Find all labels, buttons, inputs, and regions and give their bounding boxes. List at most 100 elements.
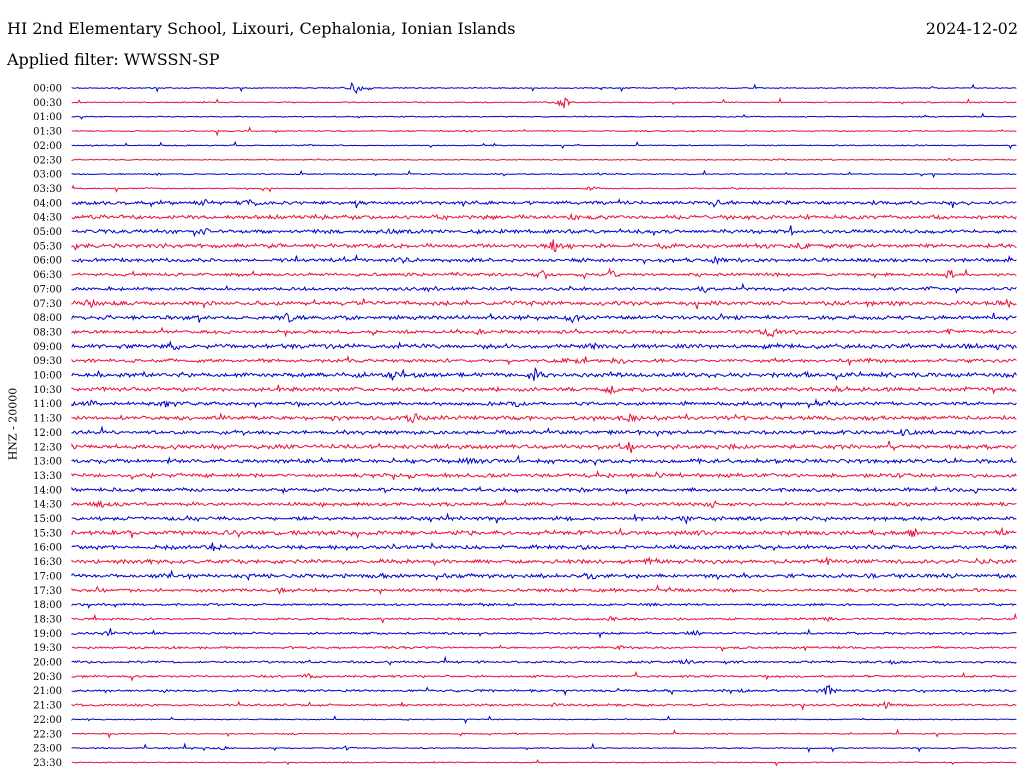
trace-line — [71, 384, 1017, 395]
trace-line — [71, 340, 1017, 351]
row-time-label: 00:30 — [33, 98, 62, 109]
row-time-label: 11:00 — [33, 399, 62, 410]
trace-line — [71, 498, 1017, 509]
row-time-label: 19:00 — [33, 629, 62, 640]
row-time-label: 20:00 — [33, 658, 62, 669]
trace-line — [71, 366, 1017, 381]
row-time-label: 14:30 — [33, 500, 62, 511]
row-time-label: 07:30 — [33, 299, 62, 310]
row-time-label: 07:00 — [33, 284, 62, 295]
row-time-label: 22:30 — [33, 729, 62, 740]
row-time-label: 03:30 — [33, 184, 62, 195]
trace-line — [71, 715, 1017, 725]
row-time-label: 02:00 — [33, 141, 62, 152]
trace-line — [71, 157, 1017, 162]
trace-line — [71, 253, 1017, 266]
trace-line — [71, 742, 1017, 754]
row-time-label: 01:00 — [33, 112, 62, 123]
trace-line — [71, 169, 1017, 179]
trace-line — [71, 298, 1017, 310]
trace-line — [71, 184, 1017, 193]
trace-line — [71, 583, 1017, 596]
trace-line — [71, 628, 1017, 639]
row-time-label: 06:00 — [33, 256, 62, 267]
row-time-label: 16:30 — [33, 557, 62, 568]
row-time-label: 14:00 — [33, 485, 62, 496]
trace-line — [71, 541, 1017, 552]
trace-line — [71, 569, 1017, 582]
trace-line — [71, 112, 1017, 120]
row-time-label: 01:30 — [33, 127, 62, 138]
station-title: HI 2nd Elementary School, Lixouri, Cepha… — [7, 19, 516, 38]
trace-line — [71, 526, 1017, 539]
row-time-label: 23:30 — [33, 758, 62, 769]
row-time-label: 09:30 — [33, 356, 62, 367]
trace-line — [71, 670, 1017, 682]
row-time-label: 13:30 — [33, 471, 62, 482]
row-time-label: 03:00 — [33, 170, 62, 181]
trace-line — [71, 469, 1017, 481]
row-time-label: 08:30 — [33, 327, 62, 338]
trace-line — [71, 212, 1017, 221]
trace-line — [71, 454, 1017, 467]
trace-line — [71, 82, 1017, 95]
trace-line — [71, 267, 1017, 281]
trace-line — [71, 512, 1017, 525]
row-time-label: 08:00 — [33, 313, 62, 324]
trace-line — [71, 96, 1017, 109]
row-time-label: 15:30 — [33, 528, 62, 539]
row-time-label: 09:00 — [33, 342, 62, 353]
trace-line — [71, 140, 1017, 150]
trace-line — [71, 198, 1017, 209]
row-time-label: 02:30 — [33, 155, 62, 166]
row-time-label: 18:00 — [33, 600, 62, 611]
filter-label: Applied filter: WWSSN-SP — [7, 50, 220, 69]
trace-line — [71, 239, 1017, 253]
trace-line — [71, 612, 1017, 624]
row-time-label: 12:00 — [33, 428, 62, 439]
trace-line — [71, 412, 1017, 424]
trace-line — [71, 282, 1017, 295]
trace-line — [71, 602, 1017, 609]
row-time-label: 13:00 — [33, 457, 62, 468]
trace-line — [71, 355, 1017, 366]
row-time-label: 20:30 — [33, 672, 62, 683]
row-time-label: 04:30 — [33, 213, 62, 224]
row-time-label: 17:00 — [33, 571, 62, 582]
trace-line — [71, 700, 1017, 712]
row-time-label: 18:30 — [33, 614, 62, 625]
row-time-label: 10:30 — [33, 385, 62, 396]
row-time-label: 05:00 — [33, 227, 62, 238]
row-time-label: 04:00 — [33, 198, 62, 209]
trace-line — [71, 398, 1017, 410]
row-time-label: 00:00 — [33, 84, 62, 95]
row-time-label: 11:30 — [33, 414, 62, 425]
record-date: 2024-12-02 — [925, 19, 1018, 38]
trace-line — [71, 758, 1017, 767]
row-time-label: 16:00 — [33, 543, 62, 554]
trace-line — [71, 440, 1017, 454]
row-time-label: 05:30 — [33, 241, 62, 252]
row-time-label: 06:30 — [33, 270, 62, 281]
trace-line — [71, 126, 1017, 137]
row-time-label: 22:00 — [33, 715, 62, 726]
row-time-label: 23:00 — [33, 744, 62, 755]
row-time-label: 19:30 — [33, 643, 62, 654]
trace-line — [71, 326, 1017, 338]
row-time-label: 21:00 — [33, 686, 62, 697]
trace-line — [71, 425, 1017, 438]
trace-line — [71, 312, 1017, 324]
trace-line — [71, 556, 1017, 567]
trace-line — [71, 225, 1017, 238]
trace-line — [71, 655, 1017, 666]
row-time-label: 21:30 — [33, 701, 62, 712]
row-time-label: 15:00 — [33, 514, 62, 525]
row-time-label: 17:30 — [33, 586, 62, 597]
trace-line — [71, 728, 1017, 739]
row-time-label: 12:30 — [33, 442, 62, 453]
trace-line — [71, 684, 1017, 697]
row-time-label: 10:00 — [33, 371, 62, 382]
trace-line — [71, 644, 1017, 653]
trace-line — [71, 485, 1017, 496]
